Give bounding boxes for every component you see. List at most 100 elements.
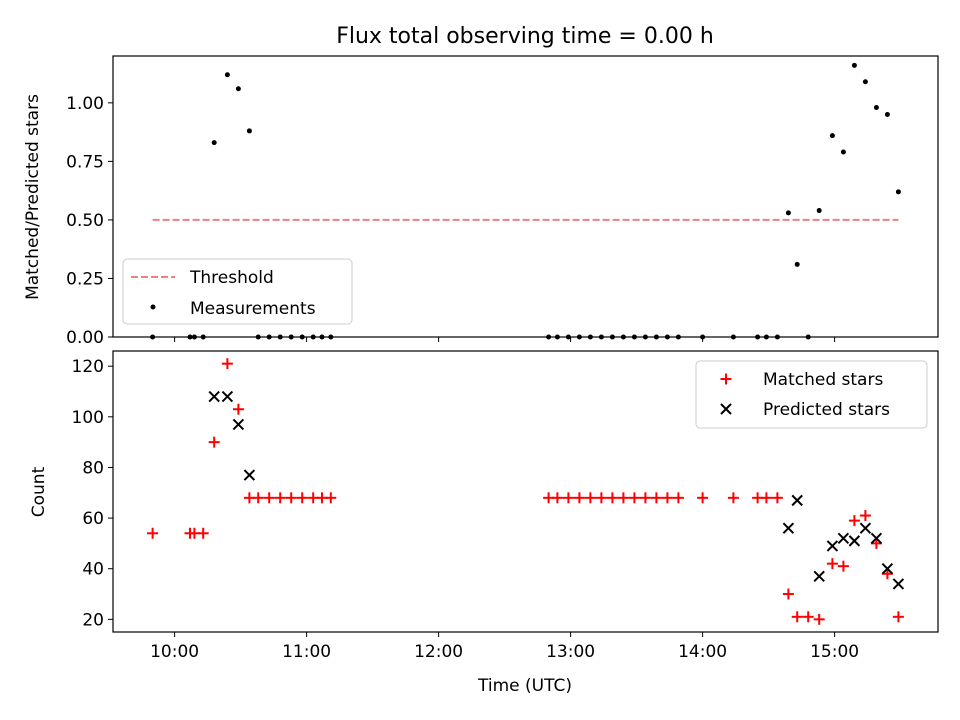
measurement-point — [224, 72, 230, 78]
y-tick-label: 40 — [82, 560, 104, 580]
measurement-point — [873, 105, 879, 111]
matched-star-point — [263, 492, 275, 504]
matched-star-point — [595, 492, 607, 504]
measurement-point — [862, 79, 868, 85]
matched-star-point — [672, 492, 684, 504]
measurement-point — [246, 128, 252, 134]
measurement-point — [211, 140, 217, 146]
y-tick-label: 80 — [82, 458, 104, 478]
y-tick-label: 20 — [82, 610, 104, 630]
x-tick-label: 11:00 — [282, 642, 331, 662]
matched-star-point — [892, 611, 904, 623]
ratio-legend: Threshold Measurements — [122, 258, 353, 325]
matched-star-point — [584, 492, 596, 504]
measurement-point — [895, 189, 901, 195]
y-tick-label: 60 — [82, 509, 104, 529]
legend-x-marker — [720, 403, 732, 415]
predicted-star-point — [881, 563, 894, 575]
predicted-star-point — [208, 390, 220, 403]
legend-matched-swatch — [720, 373, 732, 385]
matched-star-point — [782, 588, 794, 600]
legend-threshold-label: Threshold — [189, 268, 274, 288]
count-plot-frame — [112, 350, 939, 633]
legend-matched-label: Matched stars — [763, 370, 883, 390]
predicted-star-point — [232, 418, 245, 431]
y-tick-label: 1.00 — [66, 94, 104, 114]
count-y-axis: 20 40 60 80 100 120 — [72, 357, 113, 630]
x-tick-label: 10:00 — [150, 642, 199, 662]
matched-star-point — [551, 492, 563, 504]
matched-star-point — [208, 436, 220, 448]
y-tick-label: 0.75 — [66, 152, 104, 172]
matched-star-point — [617, 492, 629, 504]
legend-plus-marker — [720, 373, 732, 385]
matched-star-point — [727, 492, 739, 504]
matched-star-point — [848, 515, 860, 527]
matched-star-point — [859, 510, 871, 522]
matched-star-point — [791, 611, 803, 623]
x-tick-label: 14:00 — [678, 642, 727, 662]
x-tick-label: 13:00 — [546, 642, 595, 662]
measurement-point — [829, 133, 835, 139]
predicted-star-point — [892, 578, 905, 590]
y-tick-label: 120 — [72, 357, 104, 377]
y-tick-label: 0.00 — [66, 328, 104, 348]
ratio-y-axis: 0.00 0.25 0.50 0.75 1.00 — [66, 94, 113, 348]
predicted-star-point — [848, 535, 861, 547]
ratio-legend-box — [122, 258, 353, 325]
chart-title: Flux total observing time = 0.00 h — [336, 24, 714, 49]
measurement-point — [785, 210, 791, 216]
predicted-star-point — [243, 469, 256, 481]
predicted-star-point — [813, 570, 825, 583]
count-legend: Matched stars Predicted stars — [695, 360, 928, 429]
matched-star-point — [562, 492, 574, 504]
count-plot-marks — [147, 358, 905, 625]
legend-measurements-swatch — [150, 304, 156, 310]
y-tick-label: 0.25 — [66, 269, 104, 289]
count-panel: 20 40 60 80 100 120 10:00 11:00 12:00 13:00 14:00… — [29, 350, 939, 696]
count-legend-box — [695, 360, 928, 429]
measurement-point — [235, 86, 241, 92]
legend-predicted-swatch — [720, 403, 732, 415]
count-x-axis: 10:00 11:00 12:00 13:00 14:00 15:00 — [150, 632, 859, 662]
count-y-axis-label: Count — [29, 466, 49, 517]
predicted-star-point — [870, 532, 883, 545]
matched-star-point — [221, 358, 233, 370]
matched-star-point — [650, 492, 662, 504]
matched-star-point — [826, 558, 838, 570]
measurement-point — [884, 112, 890, 118]
matched-star-point — [252, 492, 264, 504]
ratio-x-axis-ticks — [174, 337, 836, 342]
measurement-point — [840, 149, 846, 155]
matched-star-point — [285, 492, 297, 504]
predicted-star-point — [837, 532, 850, 545]
matched-star-point — [274, 492, 286, 504]
predicted-star-point — [791, 494, 803, 507]
measurement-point — [851, 62, 857, 68]
matched-star-point — [628, 492, 640, 504]
predicted-star-point — [782, 522, 795, 534]
legend-predicted-label: Predicted stars — [763, 400, 890, 420]
ratio-panel: Flux total observing time = 0.00 h 0.000… — [23, 24, 939, 348]
y-tick-label: 0.50 — [66, 211, 104, 231]
matched-star-point — [147, 527, 159, 539]
x-tick-label: 12:00 — [414, 642, 463, 662]
matched-star-point — [325, 492, 337, 504]
y-tick-label: 100 — [72, 408, 104, 428]
x-axis-label: Time (UTC) — [477, 676, 572, 696]
x-tick-label: 15:00 — [810, 642, 859, 662]
matched-star-point — [573, 492, 585, 504]
matched-star-point — [661, 492, 673, 504]
matched-star-point — [606, 492, 618, 504]
matched-star-point — [837, 560, 849, 572]
measurement-point — [794, 261, 800, 267]
ratio-plot-frame — [112, 55, 939, 338]
ratio-y-axis-label: Matched/Predicted stars — [23, 94, 43, 300]
legend-measurements-label: Measurements — [190, 299, 316, 319]
matched-star-point — [771, 492, 783, 504]
matched-star-point — [639, 492, 651, 504]
predicted-star-point — [859, 522, 872, 534]
matched-star-point — [197, 527, 209, 539]
predicted-star-point — [826, 540, 839, 552]
